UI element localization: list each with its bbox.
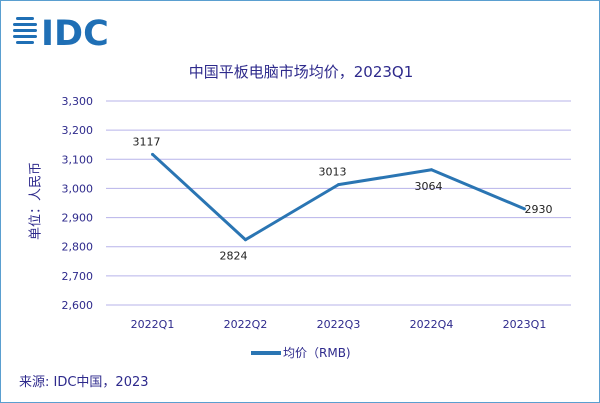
logo-text: IDC [41,14,109,49]
data-point [244,238,247,242]
y-tick-label: 3,100 [62,153,94,166]
idc-logo: IDC [13,13,123,54]
source-note: 来源: IDC中国，2023 [19,375,149,390]
data-label: 2930 [525,203,553,216]
y-tick-label: 3,200 [62,124,94,137]
legend: 均价（RMB) [251,344,351,361]
x-tick-label: 2022Q4 [410,318,454,331]
plot-area: 2,600 2,700 2,800 2,900 3,000 3,100 3,200 3,300… [62,95,571,331]
legend-swatch [251,350,281,355]
data-label: 3013 [319,166,347,179]
data-label: 2824 [220,250,248,263]
legend-label: 均价（RMB) [283,346,351,360]
y-tick-label: 2,600 [62,299,94,312]
data-label: 3064 [415,180,443,193]
y-tick-label: 2,900 [62,212,94,225]
y-tick-label: 2,700 [62,270,94,283]
y-tick-label: 2,800 [62,241,94,254]
x-tick-label: 2023Q1 [503,318,547,331]
x-tick-label: 2022Q1 [131,318,175,331]
x-tick-label: 2022Q3 [317,318,361,331]
data-point [430,168,433,172]
chart-title: 中国平板电脑市场均价，2023Q1 [188,63,414,81]
data-point [337,183,340,187]
data-point [523,207,526,211]
data-label: 3117 [133,135,161,148]
y-tick-label: 3,300 [62,95,94,108]
data-point [151,152,154,156]
y-tick-label: 3,000 [62,182,94,195]
x-tick-label: 2022Q2 [224,318,268,331]
